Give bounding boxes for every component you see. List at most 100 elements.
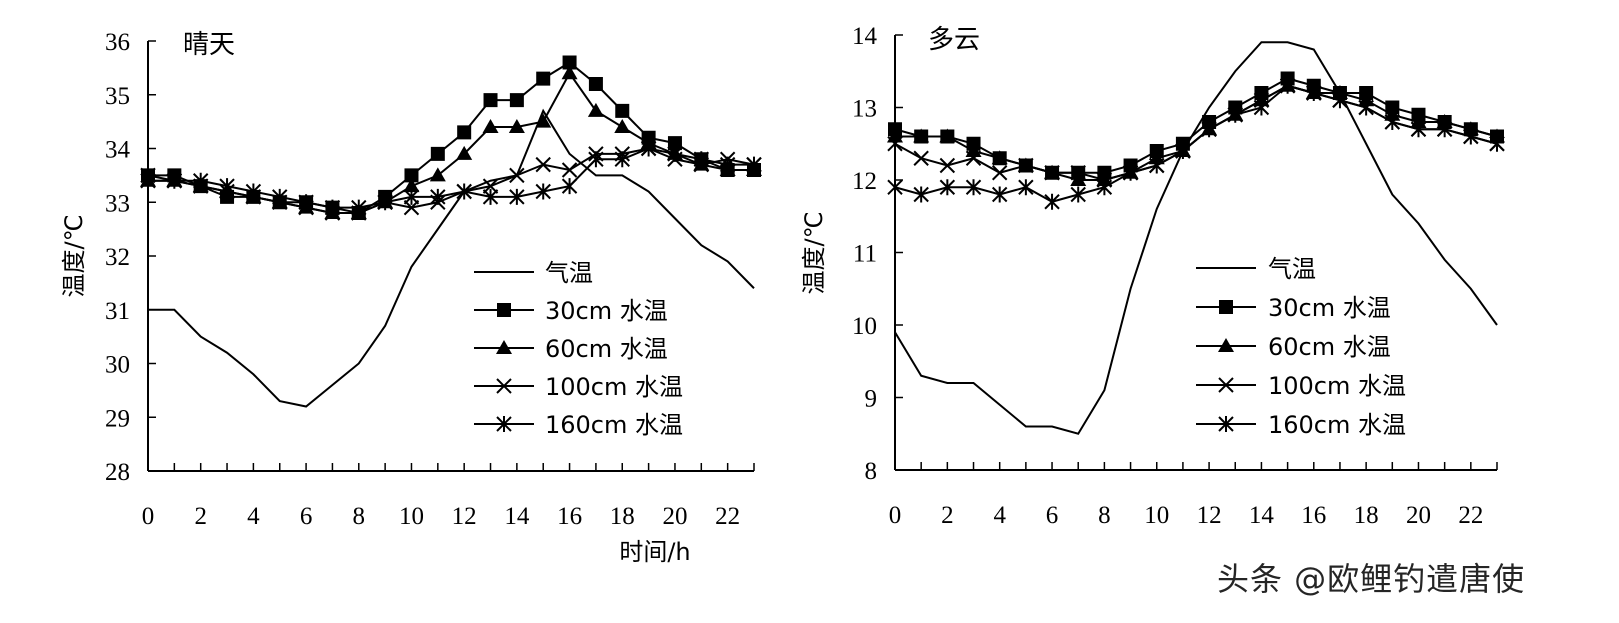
data-point	[1279, 77, 1296, 94]
y-tick-label: 12	[852, 168, 877, 195]
data-point	[245, 183, 262, 200]
data-point	[561, 178, 578, 195]
data-point	[430, 146, 445, 161]
series-line	[894, 84, 1498, 203]
x-tick-label: 2	[194, 503, 207, 530]
data-point	[588, 77, 603, 91]
data-point	[324, 199, 341, 216]
legend-label: 160cm 水温	[545, 411, 683, 439]
x-tick-label: 20	[1406, 502, 1431, 529]
data-point	[1122, 164, 1139, 181]
x-tick-label: 4	[993, 502, 1006, 529]
y-axis-label: 温度/℃	[60, 214, 88, 297]
chart-title: 晴天	[183, 30, 235, 60]
data-point	[614, 119, 631, 133]
data-point	[939, 157, 956, 174]
legend-label: 100cm 水温	[1268, 372, 1406, 400]
data-point	[509, 167, 525, 184]
y-tick-label: 30	[105, 352, 130, 379]
data-point	[667, 145, 683, 162]
data-point	[1384, 114, 1401, 130]
data-point	[1044, 193, 1060, 210]
x-tick-label: 22	[1458, 502, 1483, 529]
legend-label: 160cm 水温	[1268, 411, 1406, 439]
x-tick-label: 16	[1301, 502, 1326, 529]
data-point	[1306, 85, 1322, 101]
data-point	[1149, 157, 1165, 174]
data-point	[887, 179, 903, 196]
data-point	[588, 151, 604, 168]
y-tick-label: 9	[865, 386, 878, 413]
legend-label: 60cm 水温	[545, 335, 668, 363]
x-tick-label: 0	[142, 503, 155, 530]
y-tick-label: 10	[852, 313, 877, 340]
series-line	[148, 61, 754, 215]
legend-marker	[496, 378, 512, 394]
x-tick-label: 12	[1197, 502, 1222, 529]
data-point	[430, 188, 446, 205]
series-4	[887, 77, 1505, 210]
y-tick-label: 36	[105, 29, 130, 56]
data-point	[561, 65, 578, 80]
x-tick-label: 6	[1046, 502, 1059, 529]
data-point	[403, 199, 420, 216]
data-point	[667, 136, 682, 151]
data-point	[587, 102, 604, 117]
x-tick-label: 2	[941, 502, 954, 529]
legend: 气温 30cm 水温 60cm 水温 100cm 水温 160cm 水温	[474, 259, 683, 439]
x-axis-label: 时间/h	[619, 538, 690, 566]
data-point	[429, 167, 446, 182]
data-point	[1175, 143, 1191, 159]
data-point	[913, 150, 929, 166]
data-point	[1463, 128, 1479, 145]
data-point	[166, 172, 183, 189]
data-point	[509, 93, 524, 108]
data-point	[535, 183, 551, 200]
data-point	[403, 178, 420, 193]
y-tick-label: 35	[105, 83, 130, 110]
legend-marker	[496, 340, 512, 354]
x-tick-label: 22	[715, 503, 740, 530]
series-0	[894, 41, 1498, 435]
data-point	[991, 150, 1008, 165]
legend-marker	[496, 416, 512, 432]
data-point	[1489, 135, 1505, 152]
x-tick-label: 10	[399, 503, 424, 530]
legend: 气温 30cm 水温 60cm 水温 100cm 水温 160cm 水温	[1196, 255, 1406, 439]
data-point	[1070, 165, 1086, 181]
data-point	[140, 172, 156, 189]
data-point	[509, 188, 525, 205]
x-tick-label: 12	[452, 503, 477, 530]
data-point	[693, 151, 710, 168]
y-tick-label: 32	[105, 244, 130, 271]
chart-title: 多云	[928, 25, 980, 55]
legend-marker	[497, 303, 511, 317]
x-tick-label: 0	[889, 502, 902, 529]
legend-label: 30cm 水温	[1268, 294, 1391, 322]
data-point	[457, 125, 472, 140]
y-tick-label: 33	[105, 190, 130, 217]
data-point	[939, 128, 956, 143]
y-axis-label: 温度/℃	[800, 211, 828, 294]
data-point	[482, 119, 499, 133]
data-point	[913, 128, 930, 143]
x-tick-label: 6	[300, 503, 313, 530]
data-point	[1070, 172, 1087, 186]
data-point	[508, 119, 525, 133]
series-line	[148, 108, 755, 408]
data-point	[192, 172, 209, 189]
data-point	[913, 186, 929, 203]
data-point	[1018, 179, 1034, 196]
data-point	[991, 165, 1008, 181]
data-point	[483, 93, 498, 108]
data-point	[614, 151, 630, 168]
x-tick-label: 16	[557, 503, 582, 530]
legend-label: 60cm 水温	[1268, 333, 1391, 361]
legend-label: 气温	[545, 259, 593, 287]
x-tick-label: 20	[662, 503, 687, 530]
data-point	[719, 156, 736, 173]
data-point	[272, 188, 288, 205]
data-point	[219, 178, 235, 195]
watermark-text: 头条 @欧鲤钓遣唐使	[1217, 560, 1526, 598]
